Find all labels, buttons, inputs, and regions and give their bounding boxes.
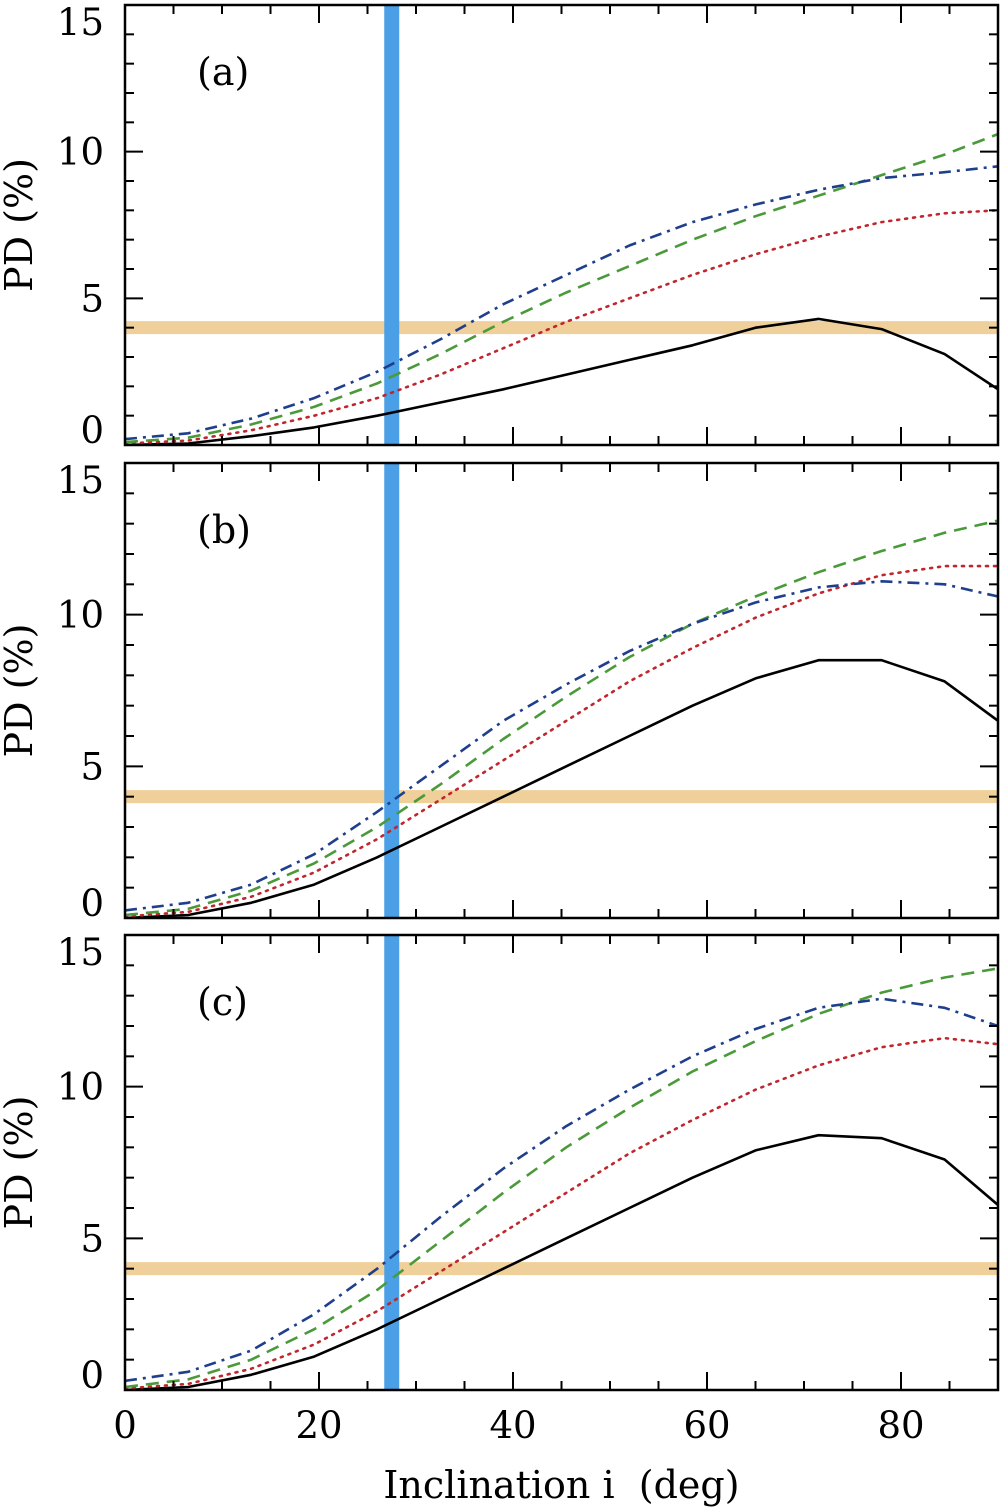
y-tick-label: 10 [57, 594, 104, 637]
series-dotted [125, 1036, 998, 1390]
series-dashed [125, 519, 998, 917]
y-tick-label: 15 [57, 1, 104, 44]
series-solid [125, 317, 998, 445]
y-tick-label: 5 [80, 1217, 104, 1260]
panel-label: (c) [197, 980, 248, 1024]
series-dotted [125, 209, 998, 445]
series-dotted [125, 564, 998, 918]
plot-area [125, 935, 998, 1390]
axes-frame [123, 461, 1000, 920]
x-tick-label: 80 [877, 1404, 924, 1447]
x-axis-label: Inclination i (deg) [383, 1463, 739, 1507]
series-dash-dot [125, 997, 998, 1383]
series-dash-dot [125, 579, 998, 912]
plot-area [125, 463, 998, 918]
x-tick-label: 60 [683, 1404, 730, 1447]
x-tick-label: 40 [489, 1404, 536, 1447]
series-solid [125, 658, 998, 918]
panel-a: 0 5 10 15 PD (%) (a) [0, 1, 1000, 452]
series-dashed [125, 967, 998, 1389]
y-tick-label: 15 [57, 931, 104, 974]
y-tick-label: 15 [57, 459, 104, 502]
y-axis-label: PD (%) [0, 624, 41, 758]
panel-c: 0 5 10 15 PD (%) (c) 0 20 40 60 80 Inclination i (d… [0, 931, 1000, 1507]
y-tick-label: 0 [80, 409, 104, 452]
y-axis-label: PD (%) [0, 158, 41, 292]
series-dash-dot [125, 165, 998, 441]
panel-label: (a) [197, 50, 249, 94]
panel-label: (b) [197, 508, 251, 552]
y-tick-label: 10 [57, 1066, 104, 1109]
y-axis-label: PD (%) [0, 1096, 41, 1230]
plot-area [125, 5, 998, 445]
x-tick-label: 20 [295, 1404, 342, 1447]
y-tick-label: 0 [80, 882, 104, 925]
y-tick-label: 10 [57, 131, 104, 174]
panel-b: 0 5 10 15 PD (%) (b) [0, 459, 1000, 925]
y-tick-label: 0 [80, 1354, 104, 1397]
series-solid [125, 1133, 998, 1390]
y-tick-label: 5 [80, 745, 104, 788]
axes-frame [123, 933, 1000, 1392]
x-tick-label: 0 [113, 1404, 137, 1447]
y-tick-label: 5 [80, 277, 104, 320]
